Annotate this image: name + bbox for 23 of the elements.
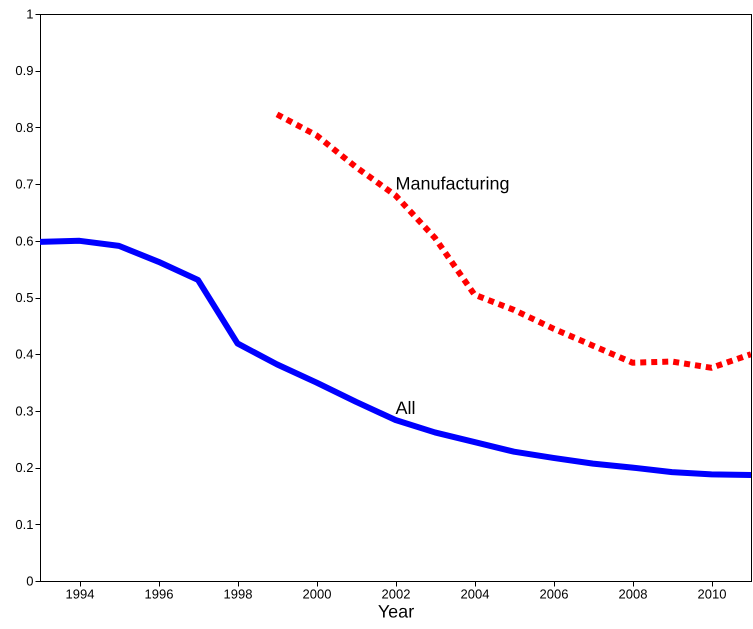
x-tick-label: 1998 <box>224 586 252 602</box>
x-tick-label: 2000 <box>302 586 332 602</box>
y-tick-label: 1 <box>26 6 34 22</box>
annotation: Manufacturing <box>396 173 510 194</box>
y-tick-label: 0.5 <box>15 290 34 305</box>
x-tick-label: 1994 <box>66 586 94 602</box>
y-tick-label: 0.1 <box>15 516 34 532</box>
annotation: All <box>396 398 416 418</box>
y-tick-label: 0 <box>26 574 34 588</box>
x-axis-title: Year <box>378 602 414 622</box>
x-tick-label: 2010 <box>698 586 726 602</box>
y-tick-label: 0.9 <box>15 63 34 78</box>
y-tick-label: 0.4 <box>15 346 34 362</box>
x-tick-label: 2002 <box>382 586 410 602</box>
x-tick-label: 1996 <box>144 586 174 602</box>
x-tick-label: 2006 <box>540 586 568 602</box>
y-tick-label: 0.3 <box>15 403 34 418</box>
x-tick-label: 2004 <box>460 586 490 602</box>
x-tick-label: 2008 <box>618 586 648 602</box>
y-tick-label: 0.8 <box>15 120 34 135</box>
y-tick-label: 0.7 <box>15 176 34 192</box>
y-tick-label: 0.6 <box>15 233 34 248</box>
y-tick-label: 0.2 <box>15 460 34 476</box>
